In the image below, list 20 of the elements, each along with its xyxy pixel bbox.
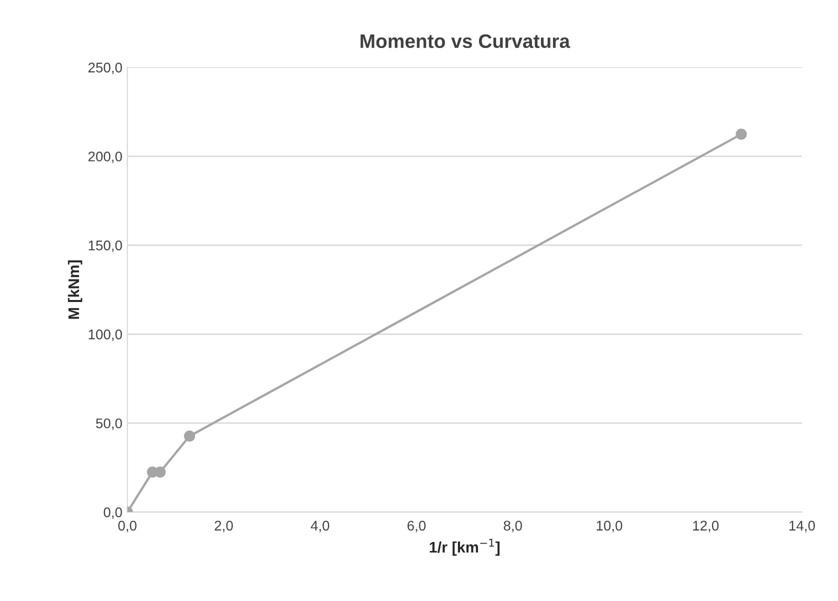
y-axis-title: M [kNm] [68,260,82,319]
y-tick-label: 50,0 [96,418,122,430]
x-tick-label: 14,0 [790,520,815,532]
point [184,430,196,442]
y-tick-label: 200,0 [88,152,122,164]
x-axis-title: 1/r [km$^{−1}$] [430,538,500,556]
x-tick-label: 2,0 [214,520,233,532]
x-tick-label: 4,0 [310,520,330,532]
y-tick-label: 150,0 [88,240,122,252]
y-tick-label: 250,0 [88,62,122,74]
x-tick-label: 6,0 [408,520,426,532]
point [736,128,747,140]
x-tick-label: 12,0 [693,520,719,532]
y-tick-label: 0,0 [104,507,122,519]
x-tick-label: 8,0 [504,520,522,532]
x-tick-label: 0,0 [118,520,136,532]
point [154,466,166,478]
y-tick-label: 100,0 [88,329,122,341]
x-tick-label: 10,0 [596,520,622,532]
chart-title: Momento vs Curvatura [360,34,570,48]
